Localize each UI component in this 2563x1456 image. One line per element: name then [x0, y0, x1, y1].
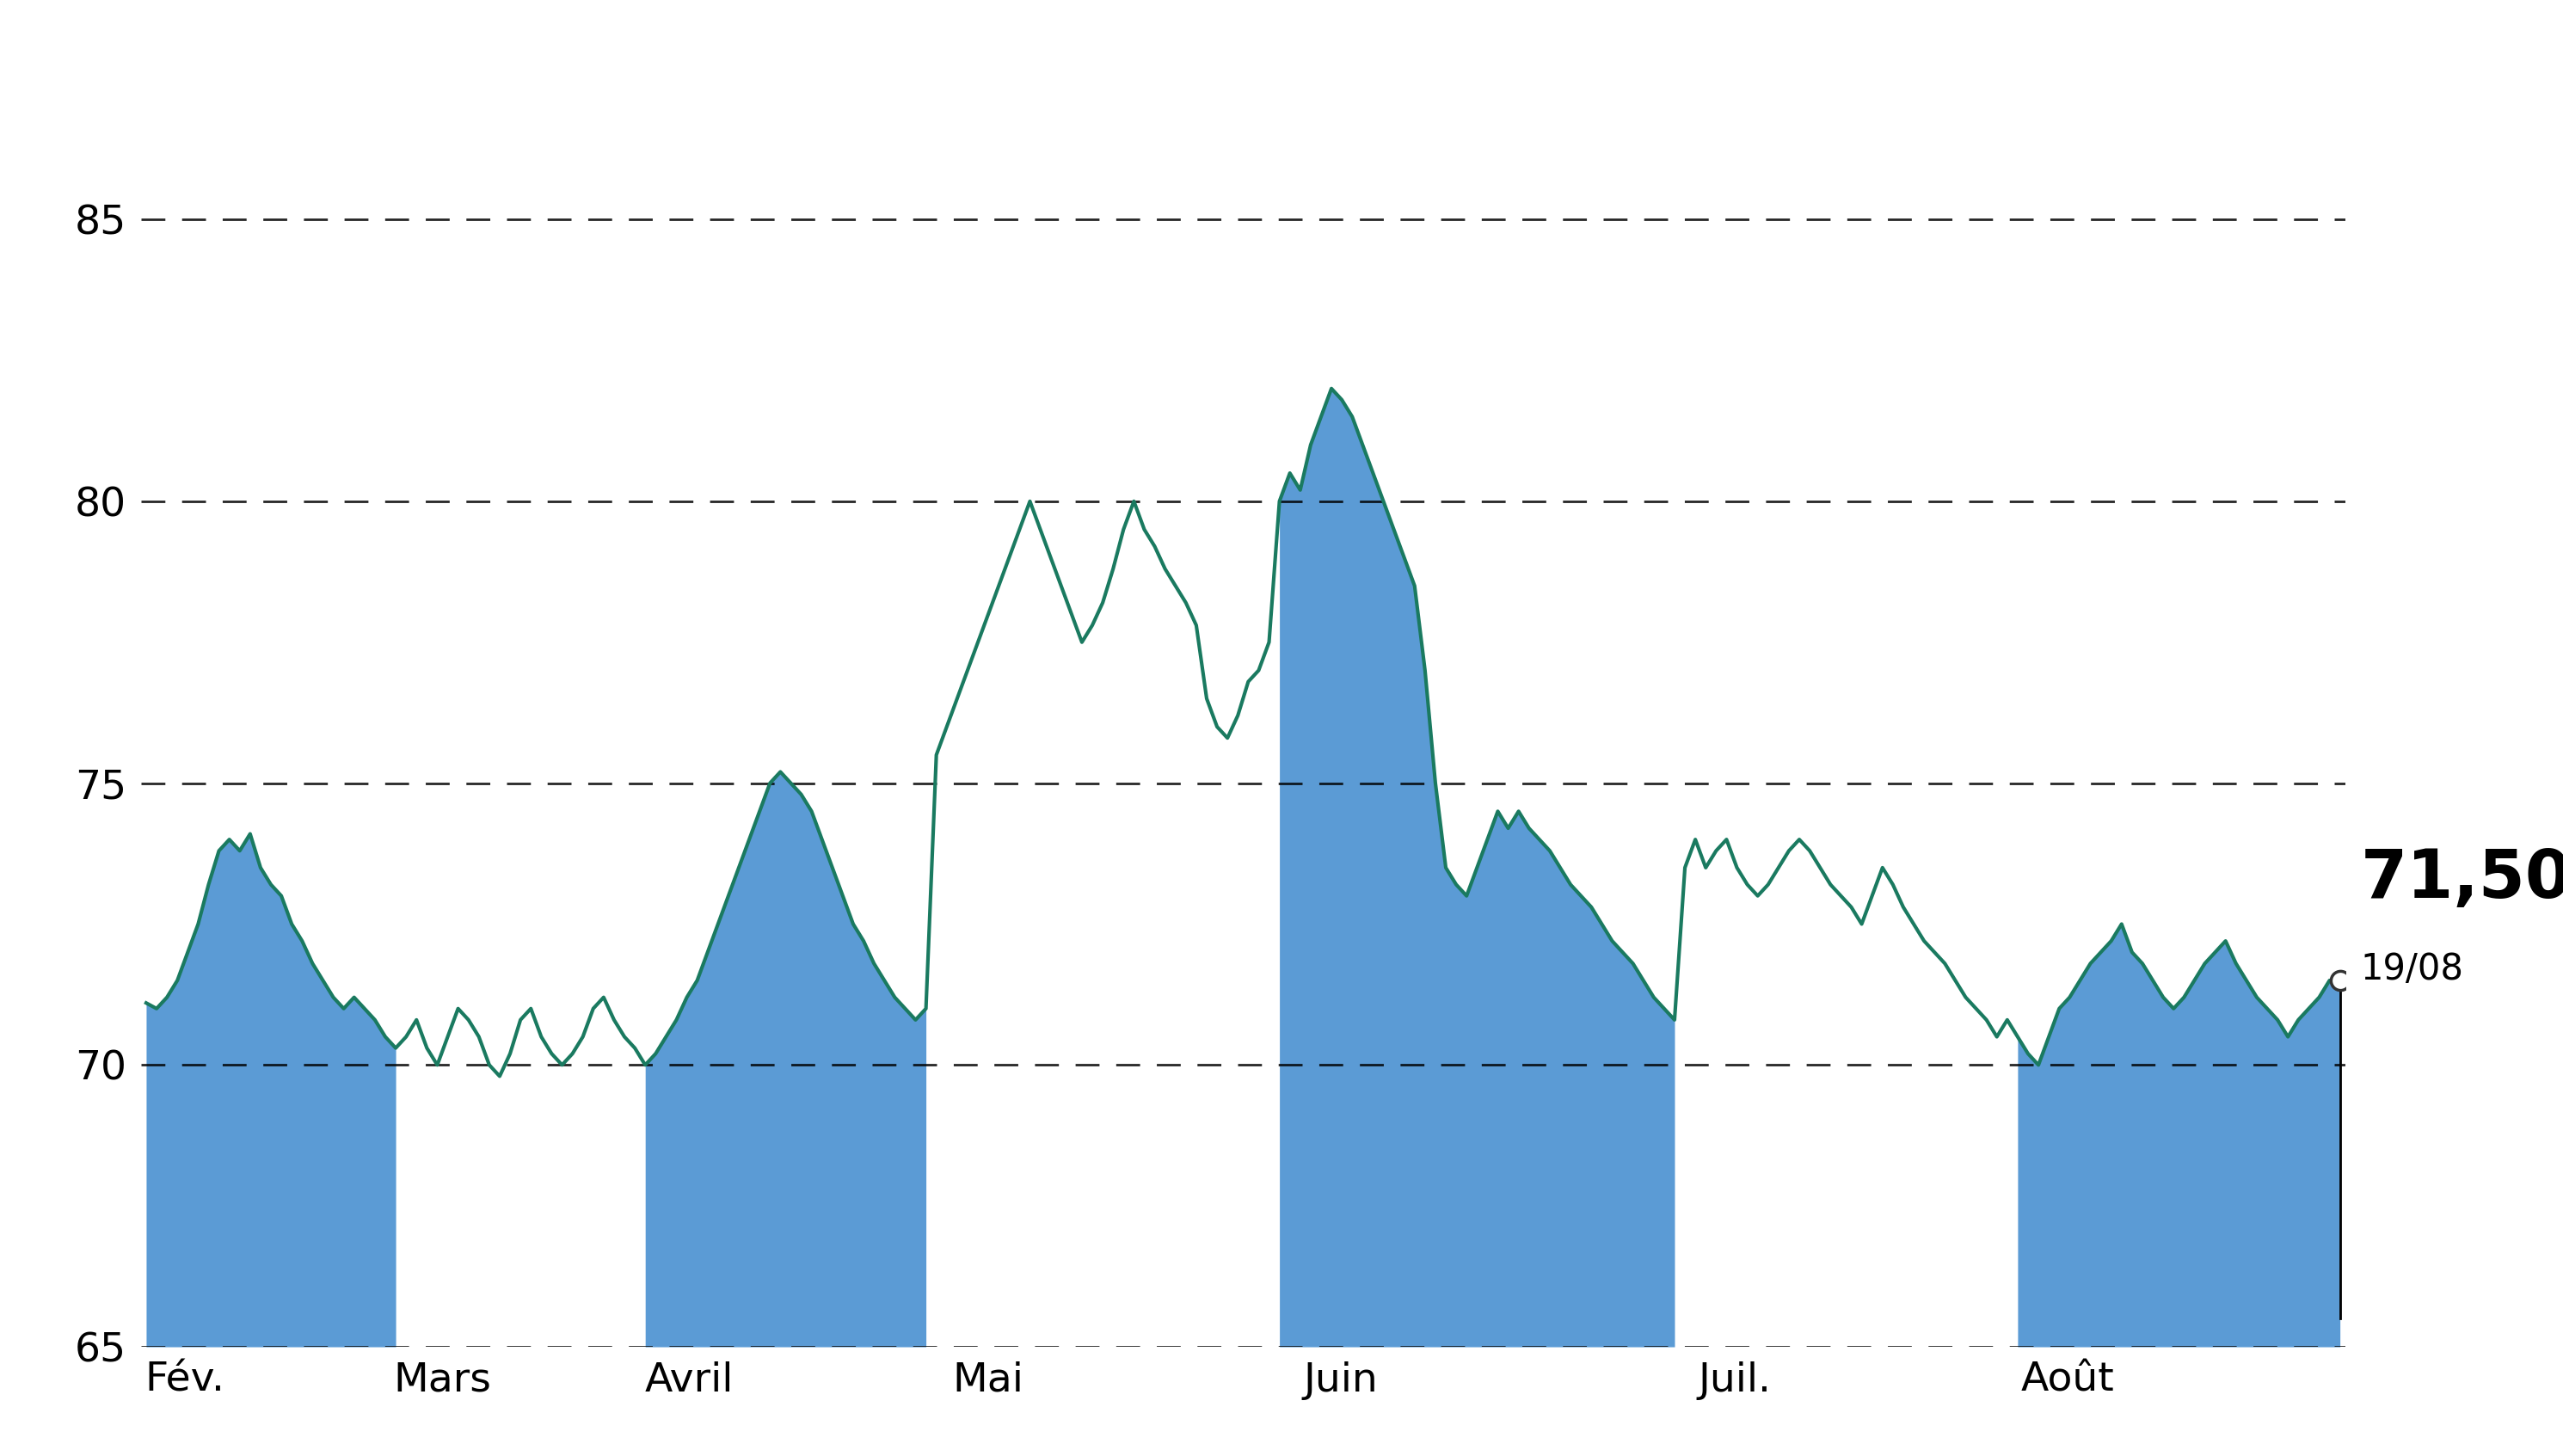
Text: 71,50: 71,50: [2361, 846, 2563, 911]
Text: 19/08: 19/08: [2361, 951, 2463, 987]
Text: CRCAM ALP.PROV.CCI: CRCAM ALP.PROV.CCI: [713, 20, 1850, 114]
